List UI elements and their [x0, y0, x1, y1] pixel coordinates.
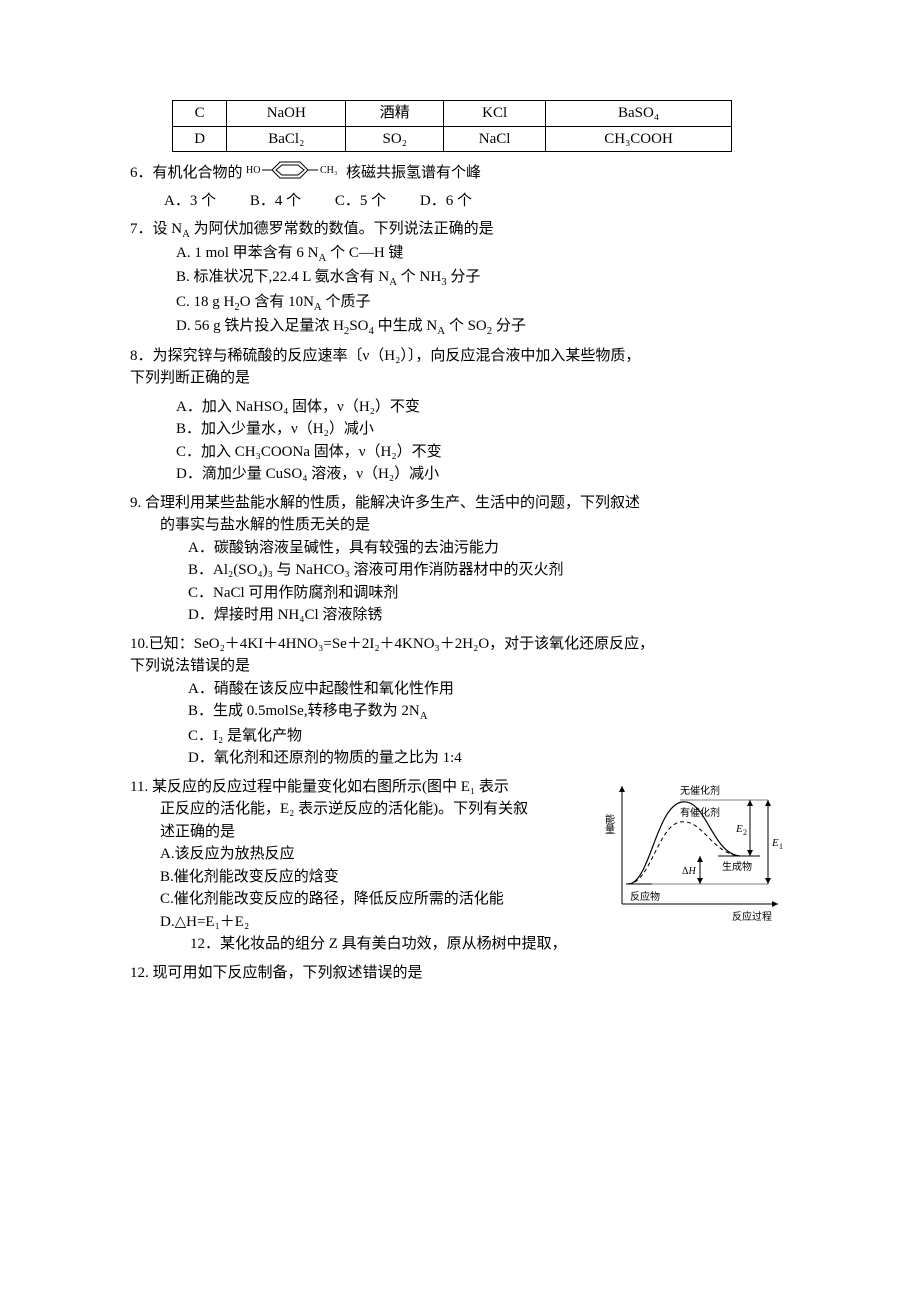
svg-text:2: 2 [743, 828, 747, 837]
q10-opt-c: C．I₂ 是氧化产物 [188, 725, 790, 748]
opt-a: A．3 个 [164, 190, 216, 213]
q8-opt-c: C．加入 CH₃COONa 固体，ν（H₂）不变 [176, 441, 790, 464]
options-table: C NaOH 酒精 KCl BaSO₄ D BaCl₂ SO₂ NaCl CH₃… [172, 100, 732, 152]
q10-opt-b: B．生成 0.5molSe,转移电子数为 2NA [188, 700, 790, 724]
q8-opt-a: A．加入 NaHSO₄ 固体，ν（H₂）不变 [176, 396, 790, 419]
cell: CH₃COOH [546, 126, 732, 152]
q11-stem-l3: 述正确的是 [160, 821, 594, 844]
svg-text:生成物: 生成物 [722, 860, 752, 873]
svg-text:无催化剂: 无催化剂 [680, 784, 720, 797]
question-11: 11. 某反应的反应过程中能量变化如右图所示(图中 E₁ 表示 正反应的活化能，… [130, 776, 790, 956]
cell: NaCl [444, 126, 546, 152]
svg-text:HO: HO [246, 165, 260, 176]
cell: 酒精 [346, 101, 444, 127]
cell: BaSO₄ [546, 101, 732, 127]
benzene-icon: HO CH₃ [246, 158, 342, 190]
q10-opt-d: D．氧化剂和还原剂的物质的量之比为 1:4 [188, 747, 790, 770]
q7-opt-c: C. 18 g H2O 含有 10NA 个质子 [176, 291, 790, 315]
opt-d: D．6 个 [420, 190, 472, 213]
energy-diagram: 能量 反应物 生成物 无催化剂 有催化剂 E1 E2 [600, 776, 790, 934]
question-8: 8．为探究锌与稀硫酸的反应速率〔ν（H₂）〕，向反应混合液中加入某些物质， 下列… [130, 345, 790, 486]
q9-stem-l2: 的事实与盐水解的性质无关的是 [160, 514, 790, 537]
q7-opt-d: D. 56 g 铁片投入足量浓 H2SO4 中生成 NA 个 SO2 分子 [176, 315, 790, 339]
q9-stem-l1: 9. 合理利用某些盐能水解的性质，能解决许多生产、生活中的问题，下列叙述 [130, 492, 790, 515]
svg-text:有催化剂: 有催化剂 [680, 806, 720, 819]
question-7: 7．设 NA 为阿伏加德罗常数的数值。下列说法正确的是 A. 1 mol 甲苯含… [130, 218, 790, 339]
question-9: 9. 合理利用某些盐能水解的性质，能解决许多生产、生活中的问题，下列叙述 的事实… [130, 492, 790, 627]
cell: D [173, 126, 227, 152]
table-row: D BaCl₂ SO₂ NaCl CH₃COOH [173, 126, 732, 152]
q10-stem-l1: 10.已知：SeO₂＋4KI＋4HNO₃=Se＋2I₂＋4KNO₃＋2H₂O，对… [130, 633, 790, 656]
q10-opt-a: A．硝酸在该反应中起酸性和氧化性作用 [188, 678, 790, 701]
cell: SO₂ [346, 126, 444, 152]
question-10: 10.已知：SeO₂＋4KI＋4HNO₃=Se＋2I₂＋4KNO₃＋2H₂O，对… [130, 633, 790, 770]
table-row: C NaOH 酒精 KCl BaSO₄ [173, 101, 732, 127]
question-12: 12. 现可用如下反应制备，下列叙述错误的是 [130, 962, 790, 985]
q8-stem-l1: 8．为探究锌与稀硫酸的反应速率〔ν（H₂）〕，向反应混合液中加入某些物质， [130, 345, 790, 368]
svg-text:反应物: 反应物 [630, 890, 660, 903]
question-6: 6．有机化合物的 HO CH₃ 核磁共振氢谱有个峰 A．3 个 B．4 个 C．… [130, 158, 790, 212]
q8-opt-d: D．滴加少量 CuSO₄ 溶液，ν（H₂）减小 [176, 463, 790, 486]
q9-opt-c: C．NaCl 可用作防腐剂和调味剂 [188, 582, 790, 605]
cell: C [173, 101, 227, 127]
cell: KCl [444, 101, 546, 127]
svg-text:1: 1 [779, 842, 783, 851]
q12-stem: 12. 现可用如下反应制备，下列叙述错误的是 [130, 962, 790, 985]
q7-opt-b: B. 标准状况下,22.4 L 氨水含有 NA 个 NH3 分子 [176, 266, 790, 290]
svg-text:ΔH: ΔH [682, 866, 696, 877]
q9-opt-b: B．Al₂(SO₄)₃ 与 NaHCO₃ 溶液可用作消防器材中的灭火剂 [188, 559, 790, 582]
q10-stem-l2: 下列说法错误的是 [130, 655, 790, 678]
q6-options: A．3 个 B．4 个 C．5 个 D．6 个 [164, 190, 790, 213]
q11-stem-l2: 正反应的活化能，E₂ 表示逆反应的活化能)。下列有关叙 [160, 798, 594, 821]
opt-c: C．5 个 [335, 190, 386, 213]
q11-opt-d: D.△H=E₁＋E₂ [160, 911, 594, 934]
cell: NaOH [227, 101, 346, 127]
q6-stem-after: 核磁共振氢谱有个峰 [346, 165, 481, 181]
opt-b: B．4 个 [250, 190, 301, 213]
svg-text:E: E [771, 837, 779, 849]
svg-text:E: E [735, 823, 743, 835]
cell: BaCl₂ [227, 126, 346, 152]
q9-opt-a: A．碳酸钠溶液呈碱性，具有较强的去油污能力 [188, 537, 790, 560]
q11-extra: 12．某化妆品的组分 Z 具有美白功效，原从杨树中提取， [190, 933, 594, 956]
svg-text:能量: 能量 [603, 812, 615, 833]
q11-opt-b: B.催化剂能改变反应的焓变 [160, 866, 594, 889]
q11-opt-c: C.催化剂能改变反应的路径，降低反应所需的活化能 [160, 888, 594, 911]
svg-text:CH₃: CH₃ [320, 165, 337, 176]
q11-opt-a: A.该反应为放热反应 [160, 843, 594, 866]
q7-stem: 7．设 NA 为阿伏加德罗常数的数值。下列说法正确的是 [130, 218, 790, 242]
svg-text:反应过程: 反应过程 [732, 910, 772, 923]
q11-stem-l1: 11. 某反应的反应过程中能量变化如右图所示(图中 E₁ 表示 [130, 776, 594, 799]
q9-opt-d: D．焊接时用 NH₄Cl 溶液除锈 [188, 604, 790, 627]
q7-opt-a: A. 1 mol 甲苯含有 6 NA 个 C—H 键 [176, 242, 790, 266]
q8-opt-b: B．加入少量水，ν（H₂）减小 [176, 418, 790, 441]
q6-stem-before: 6．有机化合物的 [130, 165, 243, 181]
q8-stem-l2: 下列判断正确的是 [130, 367, 790, 390]
